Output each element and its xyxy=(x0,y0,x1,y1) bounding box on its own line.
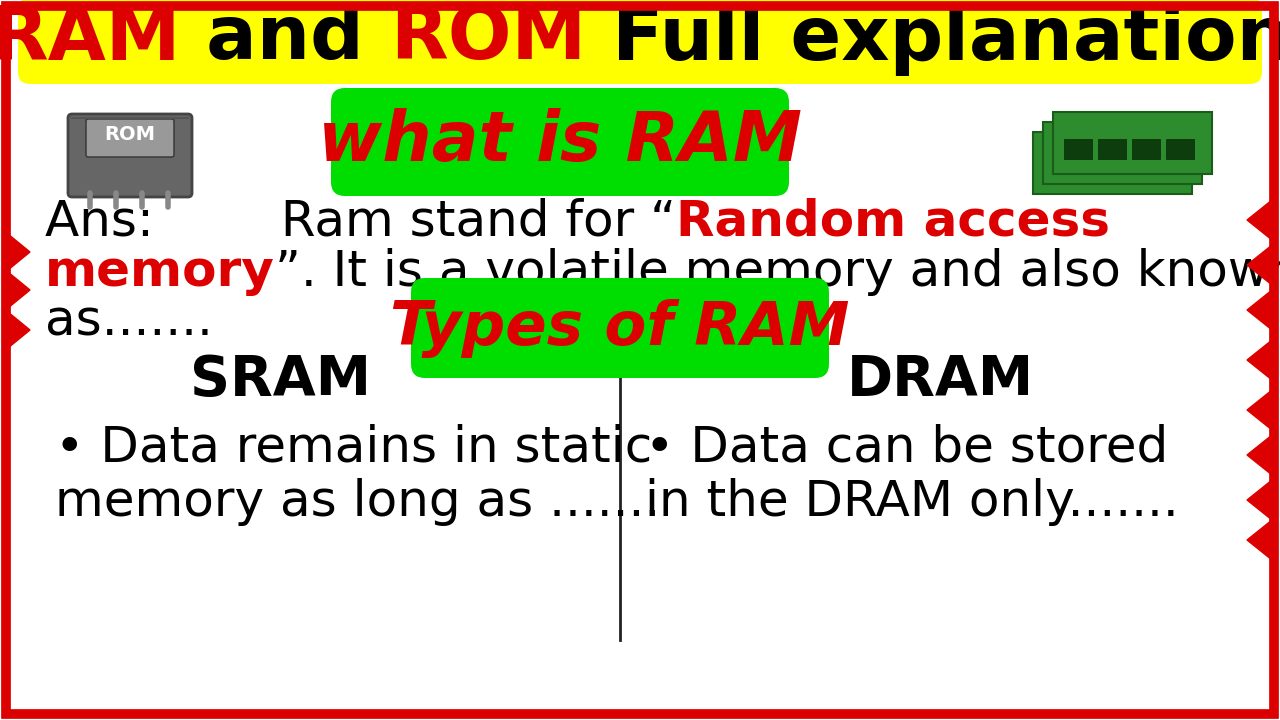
Text: Random access: Random access xyxy=(676,198,1110,246)
FancyBboxPatch shape xyxy=(1123,149,1149,169)
Text: memory: memory xyxy=(45,248,275,296)
Text: ”. It is a volatile memory and also known: ”. It is a volatile memory and also know… xyxy=(275,248,1280,296)
Polygon shape xyxy=(1247,340,1272,380)
Text: in the DRAM only.......: in the DRAM only....... xyxy=(645,478,1179,526)
FancyBboxPatch shape xyxy=(1053,112,1212,174)
Text: and: and xyxy=(180,2,390,76)
FancyBboxPatch shape xyxy=(1064,139,1092,159)
FancyBboxPatch shape xyxy=(1156,149,1184,169)
FancyBboxPatch shape xyxy=(332,88,788,196)
Text: Full explanation: Full explanation xyxy=(586,2,1280,76)
FancyBboxPatch shape xyxy=(1098,139,1126,159)
Polygon shape xyxy=(1247,435,1272,475)
Text: RAM: RAM xyxy=(0,2,180,76)
FancyBboxPatch shape xyxy=(1078,159,1106,179)
FancyBboxPatch shape xyxy=(68,114,192,197)
Polygon shape xyxy=(1247,520,1272,560)
Text: • Data remains in static: • Data remains in static xyxy=(55,424,653,472)
Polygon shape xyxy=(1247,200,1272,240)
Text: as.......: as....... xyxy=(45,298,212,346)
FancyBboxPatch shape xyxy=(1132,139,1160,159)
FancyBboxPatch shape xyxy=(1044,159,1073,179)
Text: what is RAM: what is RAM xyxy=(317,109,803,176)
Polygon shape xyxy=(8,312,29,348)
FancyBboxPatch shape xyxy=(1043,122,1202,184)
FancyBboxPatch shape xyxy=(411,278,829,378)
FancyBboxPatch shape xyxy=(1146,159,1174,179)
Text: memory as long as .......: memory as long as ....... xyxy=(55,478,660,526)
Polygon shape xyxy=(1247,390,1272,430)
Text: Types of RAM: Types of RAM xyxy=(390,299,850,358)
Polygon shape xyxy=(8,234,29,270)
Text: • Data can be stored: • Data can be stored xyxy=(645,424,1169,472)
FancyBboxPatch shape xyxy=(1166,139,1194,159)
Text: SRAM: SRAM xyxy=(189,353,370,407)
Text: DRAM: DRAM xyxy=(846,353,1033,407)
FancyBboxPatch shape xyxy=(1053,149,1082,169)
FancyBboxPatch shape xyxy=(1088,149,1116,169)
Text: ROM: ROM xyxy=(390,2,586,76)
Text: Ans:        Ram stand for “: Ans: Ram stand for “ xyxy=(45,198,676,246)
FancyBboxPatch shape xyxy=(86,119,174,157)
Text: ROM: ROM xyxy=(105,125,155,145)
FancyBboxPatch shape xyxy=(1112,159,1140,179)
FancyBboxPatch shape xyxy=(18,0,1262,84)
Polygon shape xyxy=(1247,245,1272,285)
FancyBboxPatch shape xyxy=(1033,132,1192,194)
Polygon shape xyxy=(1247,480,1272,520)
Polygon shape xyxy=(8,272,29,308)
Polygon shape xyxy=(1247,290,1272,330)
